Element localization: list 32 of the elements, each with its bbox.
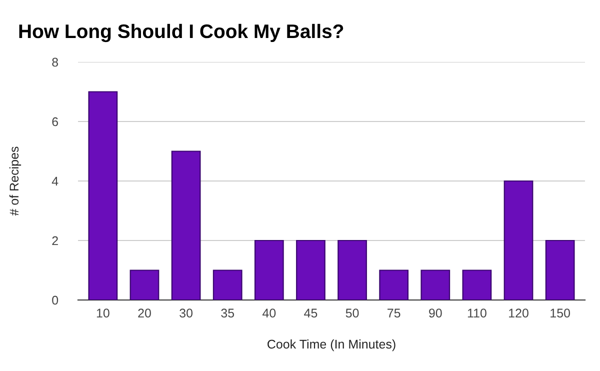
bar bbox=[88, 91, 118, 300]
bar bbox=[379, 270, 409, 300]
x-tick-label: 110 bbox=[468, 308, 486, 318]
y-axis-title: # of Recipes bbox=[9, 146, 22, 216]
x-tick-label: 75 bbox=[388, 308, 400, 318]
x-tick-label: 50 bbox=[346, 308, 359, 318]
x-axis-title: Cook Time (In Minutes) bbox=[268, 339, 396, 352]
bar bbox=[504, 180, 534, 300]
x-tick-label: 10 bbox=[96, 308, 110, 318]
chart-title: How Long Should I Cook My Balls? bbox=[19, 24, 344, 42]
y-tick-label: 6 bbox=[52, 117, 58, 126]
bar bbox=[420, 270, 450, 300]
x-tick-label: 45 bbox=[304, 308, 318, 318]
x-tick-label: 90 bbox=[429, 308, 442, 318]
y-tick-label: 2 bbox=[52, 236, 58, 246]
x-tick-label: 40 bbox=[262, 308, 276, 318]
bar bbox=[462, 270, 492, 300]
bar bbox=[171, 150, 201, 300]
x-tick-label: 20 bbox=[138, 308, 151, 318]
y-tick-label: 4 bbox=[52, 176, 58, 186]
bar bbox=[212, 270, 242, 300]
bar bbox=[338, 240, 367, 300]
x-tick-label: 35 bbox=[221, 308, 234, 318]
bar bbox=[130, 270, 160, 300]
x-tick-label: 150 bbox=[550, 308, 570, 318]
bar bbox=[296, 240, 326, 300]
y-tick-label: 8 bbox=[52, 58, 58, 67]
bar bbox=[545, 240, 575, 300]
y-tick-label: 0 bbox=[52, 296, 58, 305]
x-tick-label: 120 bbox=[509, 308, 528, 318]
bar bbox=[254, 240, 284, 300]
x-tick-label: 30 bbox=[180, 308, 193, 318]
